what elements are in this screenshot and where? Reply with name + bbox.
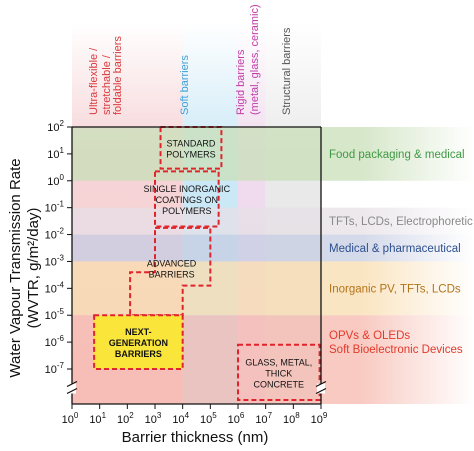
material-region-standard-polymers <box>159 126 223 170</box>
x-tick-label: 109 <box>311 411 328 426</box>
y-tick-label: 10-4 <box>45 280 65 295</box>
y-tick-label: 10-2 <box>45 227 65 242</box>
material-region-single-inorganic-coatings-on-polymers <box>154 170 220 228</box>
category-headers: Ultra-flexible / stretchable / foldable ba… <box>88 4 293 115</box>
axis-break-gap <box>317 383 325 394</box>
y-axis-title-line1: Water Vapour Transmission Rate <box>7 158 24 377</box>
x-axis-title: Barrier thickness (nm) <box>122 429 269 446</box>
application-label-medical-pharmaceutical: Medical & pharmaceutical <box>329 243 461 255</box>
material-region-single-inorganic-coatings-on-polymers-label: SINGLE INORGANIC <box>144 184 231 194</box>
x-tick-label: 102 <box>117 411 134 426</box>
material-region-next-generation-barriers <box>93 314 184 371</box>
y-axis-title: Water Vapour Transmission Rate (WVTR, g/… <box>7 158 42 377</box>
material-region-standard-polymers-label: STANDARD <box>167 138 216 148</box>
application-labels: Food packaging & medical TFTs, LCDs, Elec… <box>329 149 473 356</box>
material-region-glass-metal-thick-concrete-label: THICK <box>265 368 292 378</box>
y-tick-label: 102 <box>47 119 64 134</box>
category-header-ultra-flexible-stretchable-foldable-barriers: Ultra-flexible / <box>88 47 100 115</box>
material-region-single-inorganic-coatings-on-polymers-label: POLYMERS <box>162 206 211 216</box>
application-band-medical-pharmaceutical <box>72 234 474 262</box>
application-band-food-packaging-medical <box>72 127 474 181</box>
x-tick-label: 100 <box>62 411 79 426</box>
application-label-tfts-lcds-electrophoretic: TFTs, LCDs, Electrophoretic <box>329 216 473 228</box>
y-tick-label: 10-7 <box>45 361 65 376</box>
x-tick-label: 101 <box>89 411 106 426</box>
material-region-next-generation-barriers-label: BARRIERS <box>115 349 162 359</box>
category-header-rigid-barriers-metal-glass-ceramic: Rigid barriers <box>235 49 247 115</box>
category-header-structural-barriers: Structural barriers <box>281 27 293 115</box>
y-tick-label: 10-1 <box>45 200 65 215</box>
axis-break-mark <box>66 387 78 395</box>
material-region-standard-polymers-label: POLYMERS <box>166 149 215 159</box>
axis-break-mark <box>315 387 327 395</box>
application-label-opvs-oleds-soft-bioelectronic-devices: OPVs & OLEDs <box>329 330 410 342</box>
category-header-ultra-flexible-stretchable-foldable-barriers: stretchable / <box>101 54 113 115</box>
material-region-next-generation-barriers-label: NEXT- <box>125 327 152 337</box>
application-label-food-packaging-medical: Food packaging & medical <box>329 149 465 161</box>
y-tick-label: 10-3 <box>45 253 65 268</box>
application-band-tfts-lcds-electrophoretic <box>72 207 474 235</box>
application-label-opvs-oleds-soft-bioelectronic-devices: Soft Bioelectronic Devices <box>329 344 463 356</box>
y-axis-title-line2: (WVTR, g/m²/day) <box>25 208 42 329</box>
y-tick-label: 100 <box>47 173 64 188</box>
material-region-glass-metal-thick-concrete-label: GLASS, METAL, <box>245 357 312 367</box>
category-header-rigid-barriers-metal-glass-ceramic: (metal, glass, ceramic) <box>249 4 261 115</box>
axis-break-gap <box>68 383 76 394</box>
application-label-inorganic-pv-tfts-lcds: Inorganic PV, TFTs, LCDs <box>329 283 461 295</box>
x-tick-label: 108 <box>283 411 300 426</box>
material-region-advanced-barriers-label: ADVANCED <box>147 259 197 269</box>
axis-break-mark <box>66 380 78 388</box>
material-region-next-generation-barriers-label: GENERATION <box>109 338 168 348</box>
category-header-ultra-flexible-stretchable-foldable-barriers: foldable barriers <box>112 36 124 115</box>
category-header-soft-barriers: Soft barriers <box>179 55 191 115</box>
material-region-glass-metal-thick-concrete-label: CONCRETE <box>254 379 305 389</box>
axes: 102 101 100 10-1 10-2 10-3 10-4 10-5 10-6 10-7 100… <box>45 119 328 426</box>
material-region-glass-metal-thick-concrete <box>237 343 321 401</box>
y-tick-label: 10-5 <box>45 307 65 322</box>
y-tick-label: 101 <box>47 146 64 161</box>
axis-break-mark <box>315 380 327 388</box>
material-region-single-inorganic-coatings-on-polymers-label: COATINGS ON <box>156 195 218 205</box>
x-tick-label: 103 <box>145 411 162 426</box>
x-tick-label: 107 <box>255 411 272 426</box>
x-tick-label: 105 <box>200 411 217 426</box>
y-tick-label: 10-6 <box>45 334 65 349</box>
x-tick-label: 106 <box>228 411 245 426</box>
material-region-advanced-barriers-label: BARRIERS <box>149 270 195 280</box>
application-band-inorganic-pv-tfts-lcds <box>72 261 474 316</box>
x-tick-label: 104 <box>172 411 189 426</box>
